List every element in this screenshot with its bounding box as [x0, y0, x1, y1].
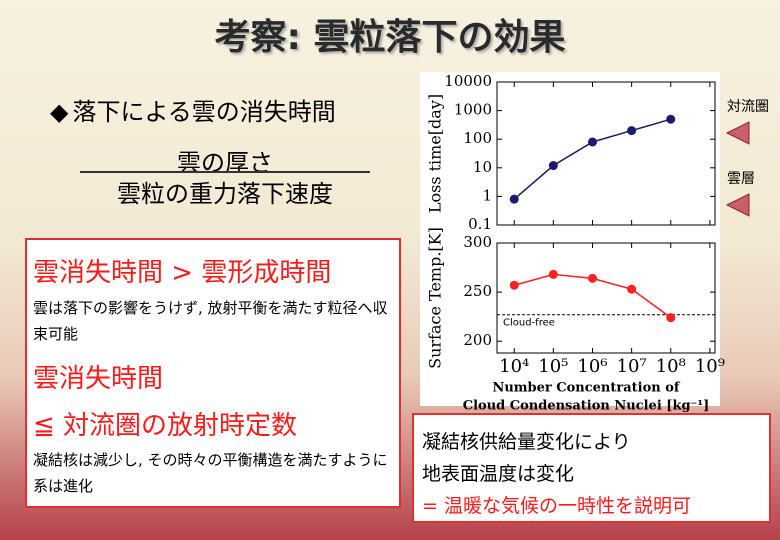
data-point: [666, 313, 676, 323]
conclusion-line: = 温暖な気候の一時性を説明可: [422, 495, 691, 517]
y-tick-label: 10: [473, 158, 492, 176]
x-tick-label: 10⁷: [617, 356, 647, 377]
bullet: 落下による雲の消失時間: [50, 92, 335, 127]
y-tick-label: 1000: [454, 101, 492, 119]
data-point: [666, 114, 676, 124]
plot-frame: [496, 242, 716, 354]
y-axis-label: Loss time[day]: [426, 94, 445, 213]
y-tick-label: 10000: [444, 72, 492, 90]
data-point: [548, 269, 558, 279]
box-line: ≦ 対流圏の放射時定数: [33, 411, 298, 441]
x-tick-label: 10⁹: [695, 356, 725, 377]
y-tick-label: 0.1: [468, 215, 492, 233]
y-tick-label: 200: [463, 331, 492, 349]
plot-frame: [496, 81, 716, 226]
text-box: 雲消失時間 > 雲形成時間 雲は落下の影響をうけず, 放射平衡を満たす粒径へ収束…: [25, 238, 401, 508]
fraction-bar: [80, 171, 370, 173]
data-point: [509, 280, 519, 290]
data-point: [627, 126, 637, 136]
x-axis-label: Cloud Condensation Nuclei [kg⁻¹]: [463, 399, 710, 414]
slide-title: 考察: 雲粒落下の効果: [214, 17, 566, 58]
data-point: [548, 161, 558, 171]
conclusion-line: 凝結核供給量変化により: [422, 431, 631, 453]
chart-background: [420, 72, 720, 406]
x-tick-label: 10⁶: [577, 356, 607, 377]
x-axis-label: Number Concentration of: [492, 381, 680, 396]
y-tick-label: 1: [482, 186, 492, 204]
triangle-marker: [725, 121, 750, 145]
box-line: 凝結核は減少し, その時々の平衡構造を満たすように系は進化: [33, 451, 388, 495]
side-label: 対流圏: [727, 99, 769, 115]
data-point: [587, 137, 597, 147]
y-tick-label: 250: [463, 282, 492, 300]
y-axis-label: Surface Temp.[K]: [426, 227, 445, 369]
annotation: Cloud-free: [503, 318, 555, 329]
data-point: [627, 284, 637, 294]
data-point: [587, 273, 597, 283]
x-tick-label: 10⁵: [538, 356, 568, 377]
x-tick-label: 10⁴: [499, 356, 529, 377]
x-tick-label: 10⁸: [656, 356, 686, 377]
y-tick-label: 100: [463, 129, 492, 147]
data-point: [509, 194, 519, 204]
conclusion-box: 凝結核供給量変化により 地表面温度は変化 = 温暖な気候の一時性を説明可: [412, 413, 771, 523]
side-label: 雲層: [727, 171, 755, 187]
conclusion-line: 地表面温度は変化: [422, 463, 575, 485]
triangle-marker: [725, 193, 750, 217]
box-line: 雲は落下の影響をうけず, 放射平衡を満たす粒径へ収束可能: [33, 299, 388, 343]
fraction-denominator: 雲粒の重力落下速度: [117, 180, 333, 208]
box-line: 雲消失時間: [33, 364, 164, 394]
box-line: 雲消失時間 > 雲形成時間: [33, 258, 332, 288]
y-tick-label: 300: [463, 233, 492, 251]
